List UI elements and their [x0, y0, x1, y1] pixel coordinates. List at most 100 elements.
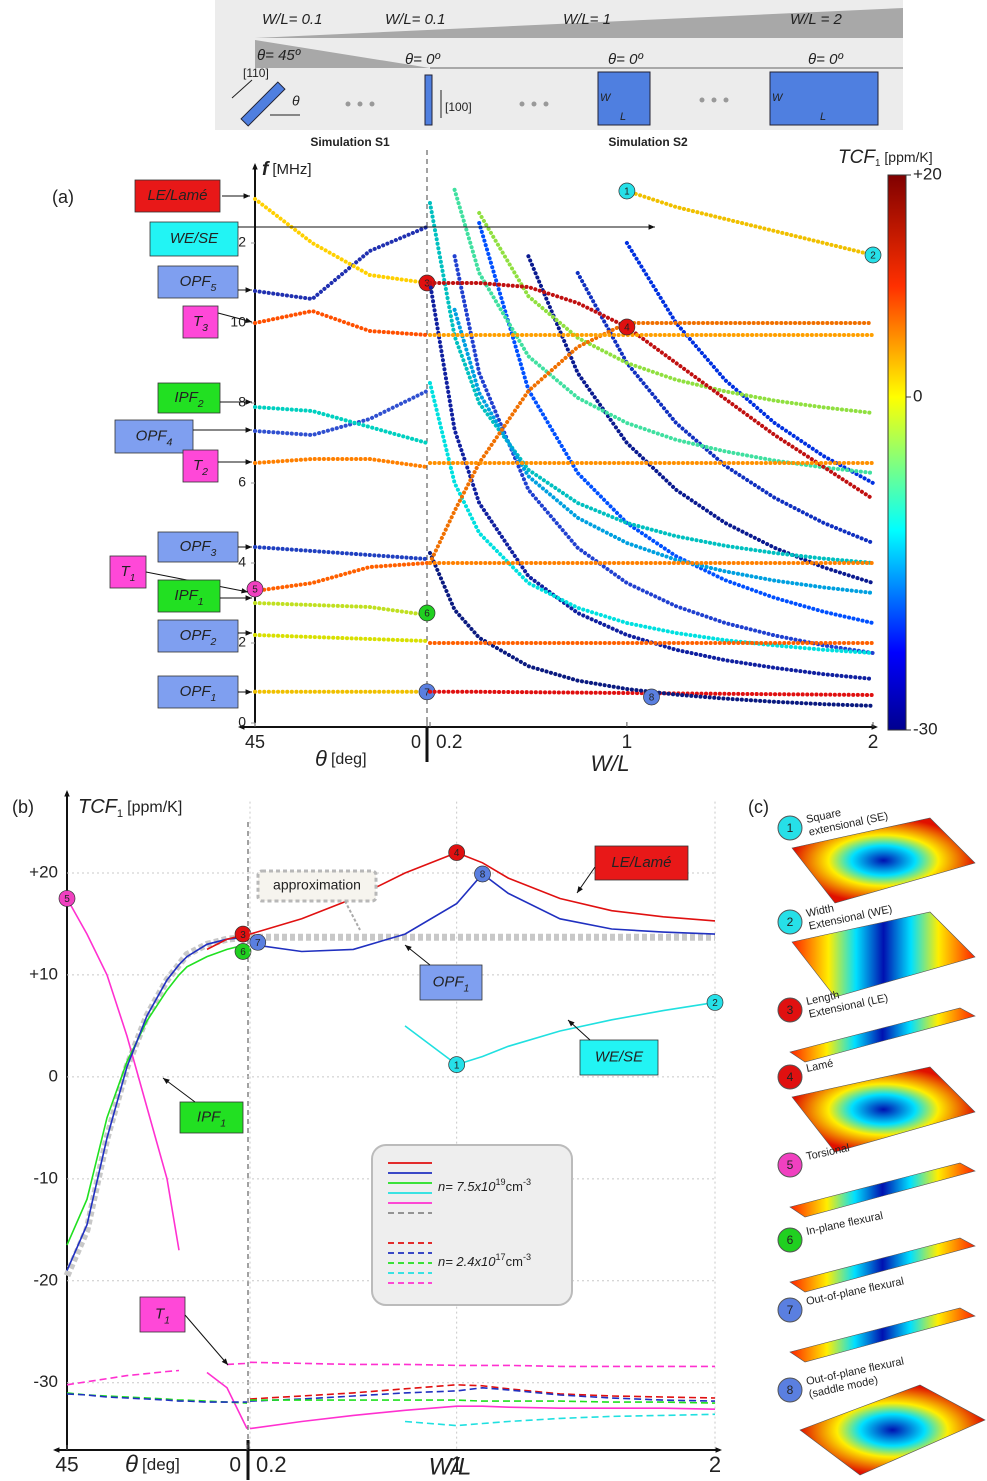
legend-label: n= 2.4x1017cm-3: [438, 1252, 531, 1269]
mode-caption: Torsional: [805, 1142, 851, 1163]
y-axis-label-part: [ppm/K]: [127, 799, 182, 816]
x-tick-label: 2: [709, 1452, 721, 1477]
figure: W/L= 0.1 W/L= 0.1 W/L= 1 W/L = 2 θ= 45º …: [0, 0, 987, 1481]
mode-label-part: 2: [201, 466, 208, 478]
x-axis-label: θ[deg]: [315, 746, 367, 771]
x-axis-label-part: [deg]: [142, 1455, 180, 1474]
data-line: [430, 553, 873, 706]
data-line: [405, 1002, 715, 1064]
mode-label: WE/SE: [595, 1048, 644, 1065]
x-tick-label: 2: [868, 732, 879, 753]
y-tick-label: 4: [238, 554, 246, 570]
theta-label: θ= 0º: [808, 51, 844, 68]
mode-marker-label: 7: [255, 938, 261, 949]
arrow-head: [163, 1078, 170, 1084]
mode-number: 4: [787, 1070, 794, 1084]
mode-label-part: 1: [130, 572, 136, 584]
data-line: [627, 191, 873, 255]
mode-marker-label: 8: [649, 693, 655, 704]
colorbar-title-part: 1: [875, 158, 880, 169]
mode-label-part: LE/Lamé: [611, 854, 671, 871]
data-line: [255, 547, 427, 559]
colorbar-tick-label: -30: [913, 719, 938, 738]
mode-label-part: 1: [220, 1117, 226, 1129]
mode-marker-label: 5: [64, 894, 70, 905]
y-tick-label: 0: [238, 714, 246, 730]
legend-label-part: n= 7.5x10: [438, 1179, 496, 1194]
y-tick-label: 6: [238, 474, 246, 490]
mode-number: 2: [787, 915, 794, 929]
mode-marker-label: 4: [624, 323, 630, 334]
panel-label: (b): [12, 797, 34, 817]
simulation-label: Simulation S2: [608, 135, 688, 149]
arrow-head: [246, 689, 252, 694]
x-axis-label: W/L: [429, 1453, 472, 1480]
theta-label: θ= 45º: [257, 47, 302, 64]
mode-label-part: 3: [211, 547, 217, 559]
arrow: [185, 1315, 228, 1365]
mode-marker-label: 2: [870, 251, 876, 262]
x-axis-label: W/L: [590, 751, 629, 776]
y-tick-label: -20: [33, 1270, 58, 1289]
mode-number: 1: [787, 821, 794, 835]
y-tick-label: 0: [49, 1066, 58, 1085]
colorbar-tick-label: 0: [913, 386, 922, 405]
mode-caption: In-plane flexural: [805, 1210, 884, 1238]
data-line: [250, 1385, 715, 1399]
mode-label-part: IPF: [174, 389, 198, 406]
mode-shape: [792, 1067, 975, 1152]
arrow-head: [246, 287, 252, 292]
colorbar-title-part: TCF: [838, 147, 876, 168]
y-tick-label: -30: [33, 1372, 58, 1391]
simulation-label: Simulation S1: [310, 135, 390, 149]
mode-label-part: WE/SE: [595, 1048, 644, 1065]
legend-label-part: n= 2.4x10: [438, 1254, 496, 1269]
mode-number: 5: [787, 1158, 794, 1172]
data-line: [255, 603, 427, 615]
legend-label: n= 7.5x1019cm-3: [438, 1177, 531, 1194]
data-line: [250, 1362, 715, 1366]
x-axis-label-part: θ: [125, 1451, 138, 1478]
colorbar-tick-label: +20: [913, 164, 942, 183]
arrow-head: [246, 459, 252, 464]
arrow-head: [246, 544, 252, 549]
mode-marker-label: 6: [424, 609, 430, 620]
legend-label-part: cm: [506, 1179, 523, 1194]
mode-marker-label: 3: [240, 930, 246, 941]
mode-number: 7: [787, 1303, 794, 1317]
arrow-head: [577, 886, 583, 893]
data-line: [455, 190, 873, 473]
mode-shape: [790, 1163, 975, 1217]
colorbar: [888, 175, 906, 730]
data-line: [255, 391, 427, 435]
theta-label: θ= 0º: [608, 51, 644, 68]
mode-label-part: WE/SE: [170, 230, 219, 247]
l-label: L: [620, 111, 626, 123]
y-tick-label: 10: [230, 314, 246, 330]
x-tick-label: 0.2: [436, 732, 462, 753]
data-line: [255, 635, 427, 641]
legend-label-part: 17: [495, 1252, 505, 1262]
mode-label: LE/Lamé: [611, 854, 671, 871]
data-line: [627, 243, 873, 483]
x-tick-label: 45: [245, 732, 265, 752]
x-axis-label-part: [deg]: [331, 751, 367, 768]
dir-label: [110]: [243, 66, 269, 80]
y-tick-label: 2: [238, 634, 246, 650]
mode-label-part: 3: [202, 322, 208, 334]
theta-symbol: θ: [292, 93, 300, 109]
theta-label: θ= 0º: [405, 51, 441, 68]
wl-label: W/L= 1: [563, 11, 611, 28]
x-tick-label: 45: [55, 1454, 78, 1477]
mode-label-part: 1: [464, 982, 470, 994]
mode-label: LE/Lamé: [147, 187, 207, 204]
arrow-head: [246, 427, 252, 432]
mode-marker-label: 1: [624, 187, 630, 198]
page: body { margin: 0; background: #fff; } sv…: [0, 0, 987, 1481]
data-line: [255, 459, 427, 467]
mode-label-part: OPF: [180, 683, 212, 700]
panel-label: (c): [748, 797, 769, 817]
mode-marker-label: 5: [252, 585, 258, 596]
mode-label-part: OPF: [433, 973, 465, 990]
data-line: [405, 1414, 715, 1425]
